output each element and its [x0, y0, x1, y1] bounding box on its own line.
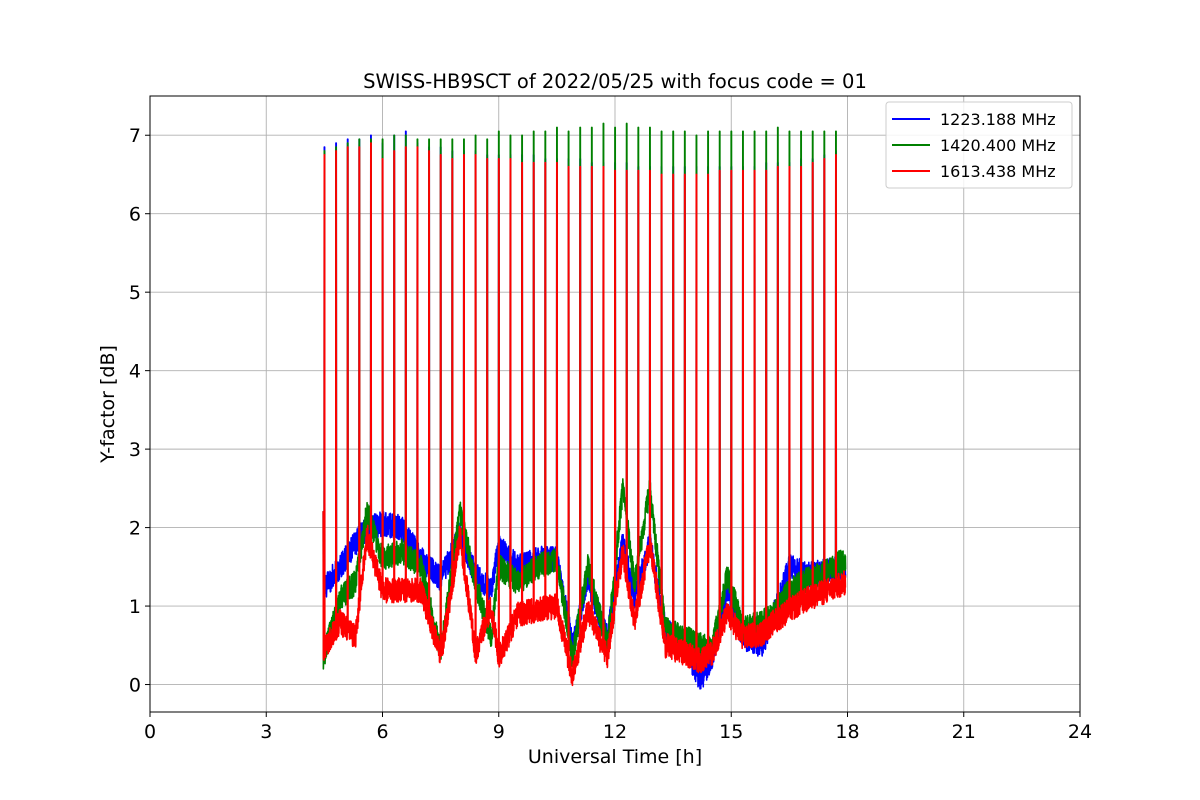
legend-box [885, 101, 1073, 189]
x-tick-label: 21 [952, 721, 976, 743]
y-tick-label: 6 [129, 204, 141, 226]
x-tick-label: 6 [376, 721, 388, 743]
x-tick-label: 3 [260, 721, 272, 743]
chart-title: SWISS-HB9SCT of 2022/05/25 with focus co… [363, 70, 867, 93]
y-tick-label: 4 [129, 361, 141, 383]
y-tick-label: 3 [129, 439, 141, 461]
y-tick-label: 7 [129, 125, 141, 147]
plot-area [321, 122, 847, 690]
y-axis-label: Y-factor [dB] [97, 345, 119, 464]
x-tick-label: 12 [603, 721, 627, 743]
legend-label: 1420.400 MHz [940, 136, 1056, 155]
x-axis-ticks: 0 3 6 9 12 15 18 21 24 [144, 712, 1092, 743]
x-axis-label: Universal Time [h] [528, 746, 702, 768]
x-tick-label: 9 [493, 721, 505, 743]
series-line-3 [321, 142, 847, 687]
legend-label: 1613.438 MHz [940, 162, 1056, 181]
x-tick-label: 0 [144, 721, 156, 743]
series-line-2 [321, 122, 847, 670]
legend-label: 1223.188 MHz [940, 110, 1056, 129]
x-tick-label: 24 [1068, 721, 1092, 743]
x-tick-label: 15 [719, 721, 743, 743]
y-tick-label: 0 [129, 675, 141, 697]
y-tick-label: 2 [129, 518, 141, 540]
y-tick-label: 1 [129, 596, 141, 618]
y-tick-label: 5 [129, 282, 141, 304]
x-tick-label: 18 [835, 721, 859, 743]
y-axis-ticks: 0 1 2 3 4 5 6 7 [129, 125, 150, 697]
legend: 1223.188 MHz 1420.400 MHz 1613.438 MHz [885, 101, 1073, 189]
